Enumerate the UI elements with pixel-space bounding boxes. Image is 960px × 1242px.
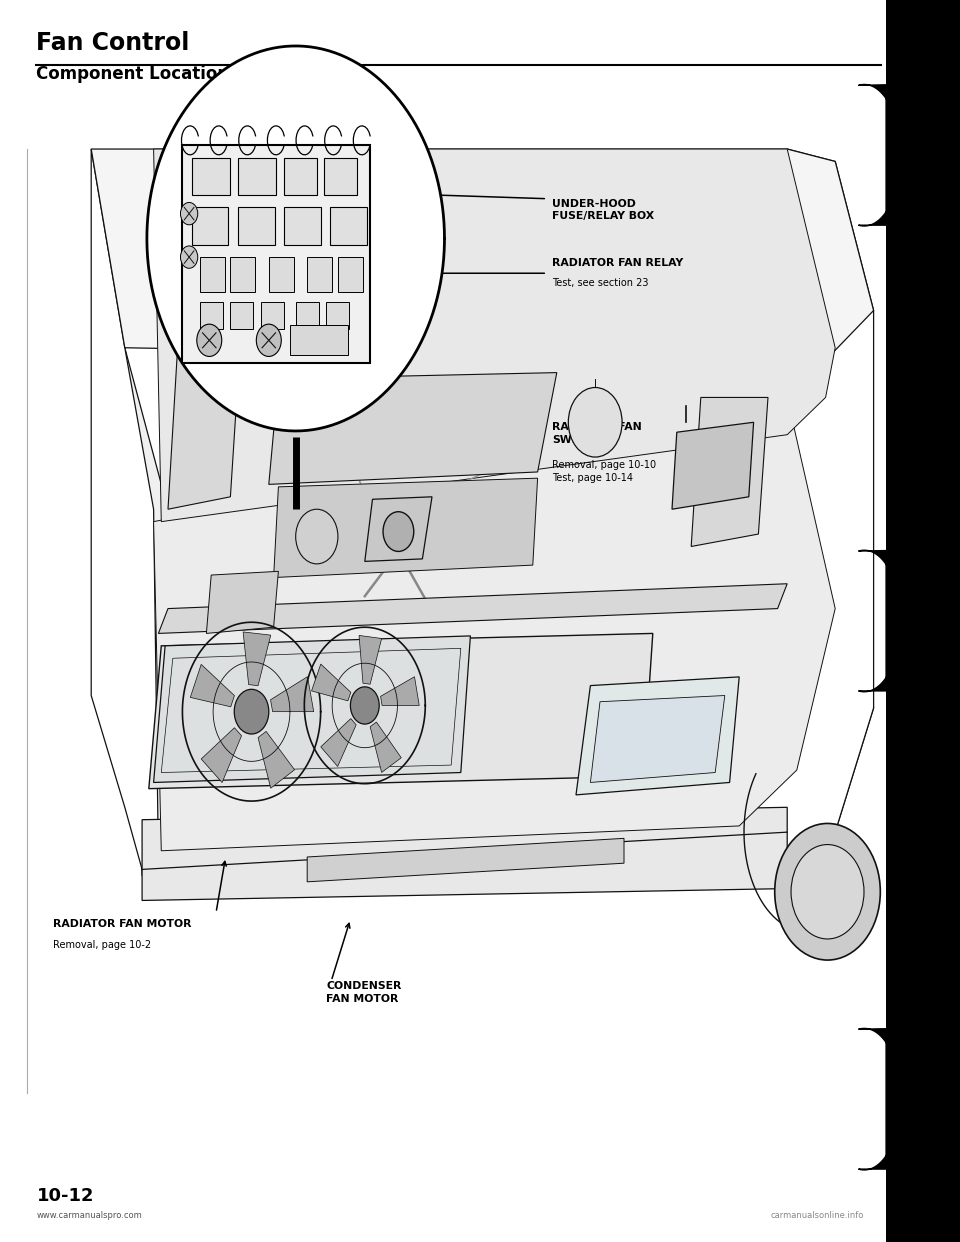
Polygon shape <box>168 348 240 509</box>
Bar <box>230 302 253 329</box>
Polygon shape <box>380 677 420 705</box>
Polygon shape <box>271 677 314 712</box>
Polygon shape <box>206 571 278 633</box>
Polygon shape <box>125 348 874 876</box>
Bar <box>886 0 960 1242</box>
Text: 10-12: 10-12 <box>36 1187 94 1205</box>
Text: Test, see section 23: Test, see section 23 <box>552 278 649 288</box>
Polygon shape <box>720 149 874 857</box>
Circle shape <box>180 246 198 268</box>
Polygon shape <box>154 636 470 782</box>
Polygon shape <box>858 1028 900 1170</box>
Polygon shape <box>158 584 787 633</box>
Bar <box>200 257 225 292</box>
Circle shape <box>383 512 414 551</box>
Bar <box>230 257 255 292</box>
Polygon shape <box>858 84 900 226</box>
Circle shape <box>197 324 222 356</box>
Bar <box>182 145 370 363</box>
Circle shape <box>296 509 338 564</box>
Bar <box>284 158 317 195</box>
Polygon shape <box>274 478 538 578</box>
Text: UNDER-HOOD
FUSE/RELAY BOX: UNDER-HOOD FUSE/RELAY BOX <box>552 199 654 221</box>
Bar <box>326 302 349 329</box>
Text: Component Location Index: Component Location Index <box>36 66 287 83</box>
Circle shape <box>234 689 269 734</box>
Polygon shape <box>359 636 382 684</box>
Text: RADIATOR FAN RELAY: RADIATOR FAN RELAY <box>552 258 684 268</box>
Polygon shape <box>91 149 158 894</box>
Text: Fan Control: Fan Control <box>36 31 190 55</box>
Bar <box>192 207 228 245</box>
Polygon shape <box>371 722 401 773</box>
Polygon shape <box>312 664 350 700</box>
Bar <box>324 158 357 195</box>
Bar <box>238 158 276 195</box>
Circle shape <box>180 202 198 225</box>
Bar <box>330 207 367 245</box>
Polygon shape <box>142 807 787 894</box>
Bar <box>192 158 230 195</box>
Polygon shape <box>91 149 874 360</box>
Polygon shape <box>258 732 295 789</box>
Bar <box>290 325 348 355</box>
Text: carmanualsonline.info: carmanualsonline.info <box>771 1211 864 1220</box>
Polygon shape <box>190 664 234 707</box>
Circle shape <box>350 687 379 724</box>
Bar <box>269 257 294 292</box>
Bar <box>284 207 321 245</box>
Bar <box>238 207 275 245</box>
Text: Removal, page 10-2: Removal, page 10-2 <box>53 940 151 950</box>
Polygon shape <box>147 46 444 431</box>
Bar <box>261 302 284 329</box>
Text: CONDENSER
FAN MOTOR: CONDENSER FAN MOTOR <box>326 981 402 1004</box>
Circle shape <box>791 845 864 939</box>
Polygon shape <box>576 677 739 795</box>
Polygon shape <box>142 832 816 900</box>
Circle shape <box>775 823 880 960</box>
Polygon shape <box>243 632 271 686</box>
Polygon shape <box>154 397 835 851</box>
Bar <box>200 302 223 329</box>
Polygon shape <box>691 397 768 546</box>
Polygon shape <box>154 149 835 522</box>
Text: RADIATOR FAN
SWITCH: RADIATOR FAN SWITCH <box>552 422 641 445</box>
Text: RADIATOR FAN MOTOR: RADIATOR FAN MOTOR <box>53 919 191 929</box>
Polygon shape <box>321 719 356 766</box>
Polygon shape <box>858 550 900 692</box>
Bar <box>338 257 363 292</box>
Text: www.carmanualspro.com: www.carmanualspro.com <box>36 1211 142 1220</box>
Bar <box>307 257 332 292</box>
Polygon shape <box>149 633 653 789</box>
Polygon shape <box>307 838 624 882</box>
Polygon shape <box>590 696 725 782</box>
Polygon shape <box>672 422 754 509</box>
Text: Removal, page 10-10
Test, page 10-14: Removal, page 10-10 Test, page 10-14 <box>552 460 656 483</box>
Polygon shape <box>202 728 242 782</box>
Circle shape <box>568 388 622 457</box>
Bar <box>296 302 319 329</box>
Polygon shape <box>269 373 557 484</box>
Polygon shape <box>365 497 432 561</box>
Circle shape <box>256 324 281 356</box>
